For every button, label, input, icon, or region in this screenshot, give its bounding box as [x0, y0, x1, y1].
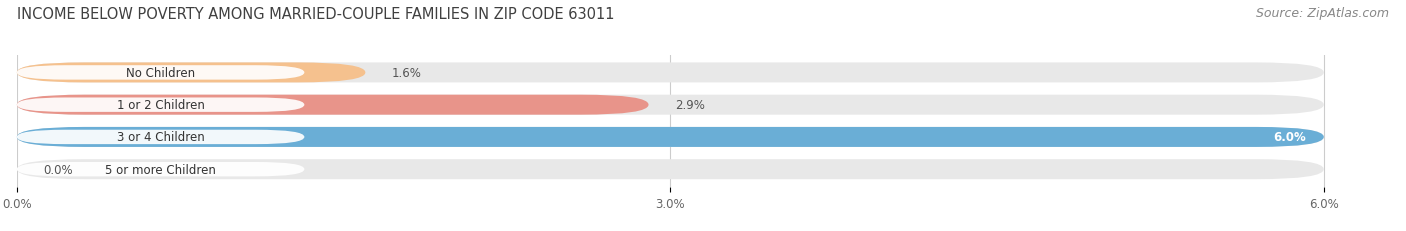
FancyBboxPatch shape — [17, 63, 1324, 83]
Text: Source: ZipAtlas.com: Source: ZipAtlas.com — [1256, 7, 1389, 20]
FancyBboxPatch shape — [17, 63, 366, 83]
FancyBboxPatch shape — [17, 127, 1324, 147]
Text: INCOME BELOW POVERTY AMONG MARRIED-COUPLE FAMILIES IN ZIP CODE 63011: INCOME BELOW POVERTY AMONG MARRIED-COUPL… — [17, 7, 614, 22]
Text: 0.0%: 0.0% — [44, 163, 73, 176]
FancyBboxPatch shape — [17, 95, 648, 115]
FancyBboxPatch shape — [17, 66, 304, 80]
FancyBboxPatch shape — [17, 95, 1324, 115]
FancyBboxPatch shape — [17, 130, 304, 145]
FancyBboxPatch shape — [17, 98, 304, 112]
Text: 5 or more Children: 5 or more Children — [105, 163, 217, 176]
Text: 6.0%: 6.0% — [1274, 131, 1306, 144]
Text: 1 or 2 Children: 1 or 2 Children — [117, 99, 204, 112]
FancyBboxPatch shape — [17, 162, 304, 177]
Text: No Children: No Children — [127, 67, 195, 79]
Text: 1.6%: 1.6% — [391, 67, 422, 79]
Text: 2.9%: 2.9% — [675, 99, 704, 112]
FancyBboxPatch shape — [17, 159, 1324, 179]
FancyBboxPatch shape — [17, 127, 1324, 147]
Text: 3 or 4 Children: 3 or 4 Children — [117, 131, 204, 144]
